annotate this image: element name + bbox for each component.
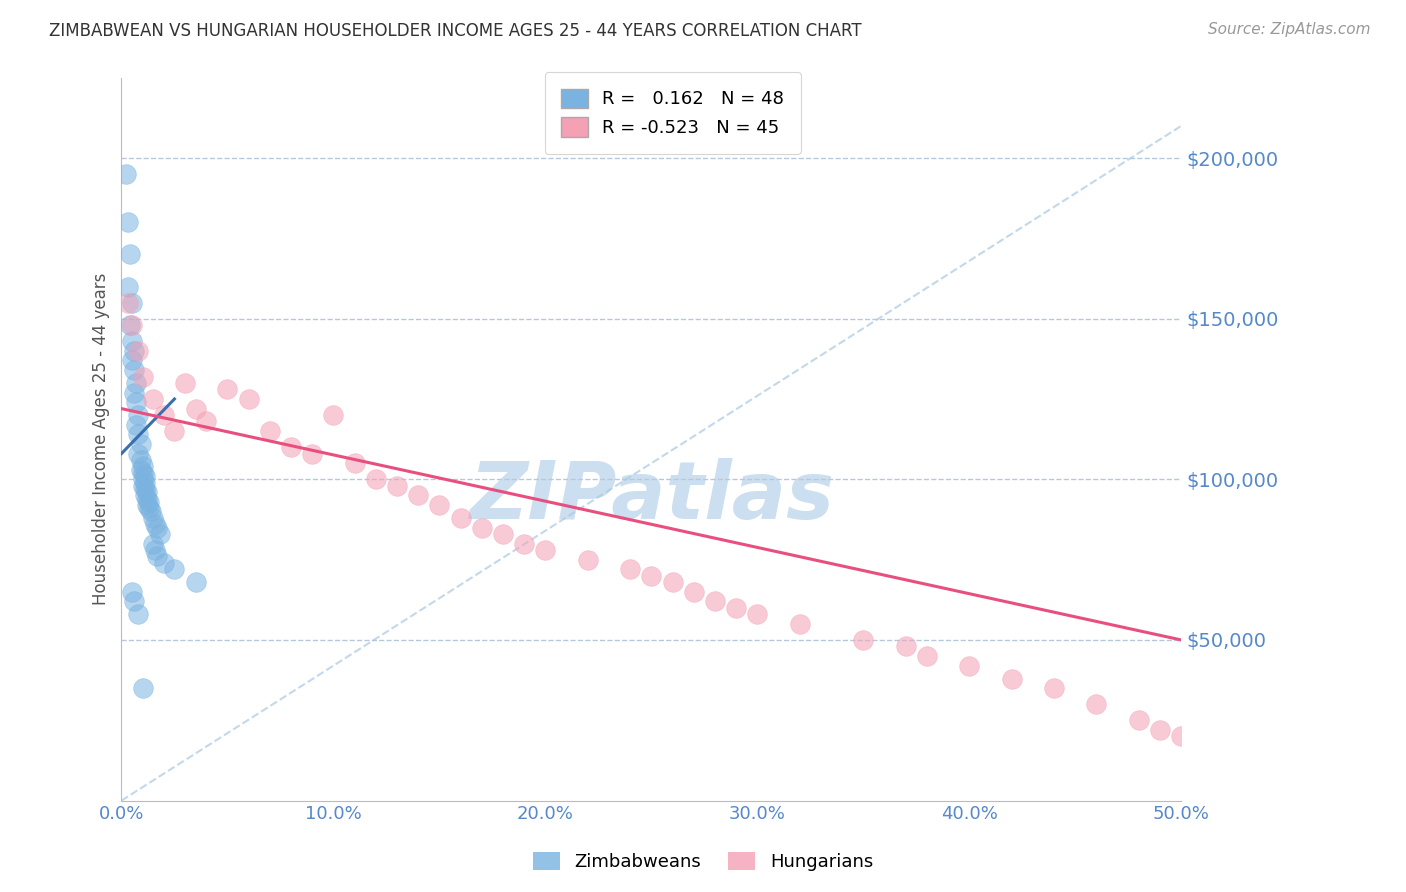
Point xyxy=(450,511,472,525)
Point xyxy=(725,600,748,615)
Point xyxy=(149,527,172,541)
Point xyxy=(122,385,145,400)
Point xyxy=(301,447,323,461)
Point xyxy=(184,575,207,590)
Y-axis label: Householder Income Ages 25 - 44 years: Householder Income Ages 25 - 44 years xyxy=(93,273,110,606)
Point xyxy=(915,648,938,663)
Point xyxy=(142,536,165,550)
Point xyxy=(122,343,145,358)
Point xyxy=(534,543,557,558)
Point xyxy=(129,463,152,477)
Point xyxy=(135,498,157,512)
Point xyxy=(364,472,387,486)
Point xyxy=(280,440,302,454)
Point xyxy=(957,658,980,673)
Legend: R =   0.162   N = 48, R = -0.523   N = 45: R = 0.162 N = 48, R = -0.523 N = 45 xyxy=(544,72,800,153)
Text: ZIMBABWEAN VS HUNGARIAN HOUSEHOLDER INCOME AGES 25 - 44 YEARS CORRELATION CHART: ZIMBABWEAN VS HUNGARIAN HOUSEHOLDER INCO… xyxy=(49,22,862,40)
Point xyxy=(184,401,207,416)
Point xyxy=(238,392,260,406)
Point xyxy=(121,353,143,368)
Point xyxy=(131,472,153,486)
Point xyxy=(134,488,156,502)
Point xyxy=(125,417,148,432)
Point xyxy=(118,247,141,261)
Point xyxy=(471,520,494,534)
Point xyxy=(142,392,165,406)
Point xyxy=(121,318,143,332)
Point xyxy=(619,562,641,576)
Point xyxy=(153,408,176,422)
Point xyxy=(174,376,197,390)
Point xyxy=(131,466,153,480)
Point xyxy=(138,501,160,516)
Point xyxy=(134,469,156,483)
Point xyxy=(131,681,153,695)
Point xyxy=(1149,723,1171,737)
Point xyxy=(385,479,408,493)
Point xyxy=(163,424,186,438)
Point xyxy=(114,167,136,181)
Point xyxy=(127,343,149,358)
Point xyxy=(139,504,162,518)
Point xyxy=(127,427,149,442)
Point xyxy=(894,640,917,654)
Point xyxy=(1128,714,1150,728)
Point xyxy=(135,485,157,500)
Point xyxy=(1001,672,1024,686)
Point xyxy=(747,607,769,622)
Point xyxy=(789,616,811,631)
Point xyxy=(117,295,139,310)
Point xyxy=(131,479,153,493)
Point xyxy=(118,318,141,332)
Point xyxy=(121,584,143,599)
Point xyxy=(1085,697,1108,711)
Point xyxy=(492,527,515,541)
Point xyxy=(406,488,429,502)
Point xyxy=(142,511,165,525)
Point xyxy=(704,594,727,608)
Point xyxy=(129,453,152,467)
Point xyxy=(322,408,344,422)
Point xyxy=(122,594,145,608)
Point xyxy=(125,376,148,390)
Text: ZIPatlas: ZIPatlas xyxy=(468,458,834,536)
Point xyxy=(127,607,149,622)
Point xyxy=(138,495,160,509)
Legend: Zimbabweans, Hungarians: Zimbabweans, Hungarians xyxy=(526,845,880,879)
Text: Source: ZipAtlas.com: Source: ZipAtlas.com xyxy=(1208,22,1371,37)
Point xyxy=(153,556,176,570)
Point xyxy=(163,562,186,576)
Point xyxy=(195,415,218,429)
Point xyxy=(127,408,149,422)
Point xyxy=(217,382,239,396)
Point xyxy=(127,447,149,461)
Point xyxy=(146,520,169,534)
Point xyxy=(146,549,169,564)
Point xyxy=(429,498,451,512)
Point xyxy=(661,575,683,590)
Point xyxy=(852,632,875,647)
Point xyxy=(259,424,281,438)
Point xyxy=(125,395,148,409)
Point xyxy=(135,491,157,506)
Point xyxy=(682,584,704,599)
Point xyxy=(1170,730,1192,744)
Point xyxy=(343,456,366,470)
Point xyxy=(131,459,153,474)
Point xyxy=(131,369,153,384)
Point xyxy=(129,437,152,451)
Point xyxy=(117,279,139,293)
Point xyxy=(143,543,166,558)
Point xyxy=(134,482,156,496)
Point xyxy=(513,536,536,550)
Point xyxy=(117,215,139,229)
Point xyxy=(121,334,143,348)
Point xyxy=(576,552,599,566)
Point xyxy=(134,475,156,490)
Point xyxy=(122,363,145,377)
Point xyxy=(143,517,166,532)
Point xyxy=(640,568,662,582)
Point xyxy=(121,295,143,310)
Point xyxy=(1043,681,1066,695)
